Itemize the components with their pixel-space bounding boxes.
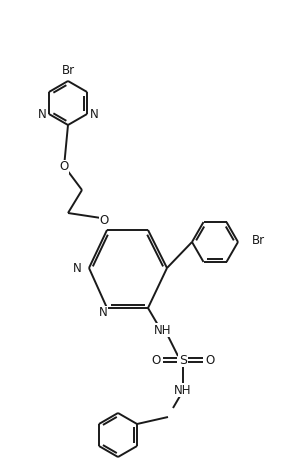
- Text: Br: Br: [252, 234, 265, 246]
- Text: O: O: [205, 354, 215, 366]
- Text: Br: Br: [62, 65, 75, 78]
- Text: NH: NH: [174, 383, 192, 397]
- Text: O: O: [151, 354, 161, 366]
- Text: N: N: [90, 107, 99, 121]
- Text: O: O: [99, 214, 109, 227]
- Text: N: N: [99, 307, 107, 319]
- Text: S: S: [179, 354, 187, 366]
- Text: N: N: [73, 261, 82, 275]
- Text: O: O: [59, 161, 69, 173]
- Text: NH: NH: [154, 324, 172, 336]
- Text: N: N: [38, 107, 46, 121]
